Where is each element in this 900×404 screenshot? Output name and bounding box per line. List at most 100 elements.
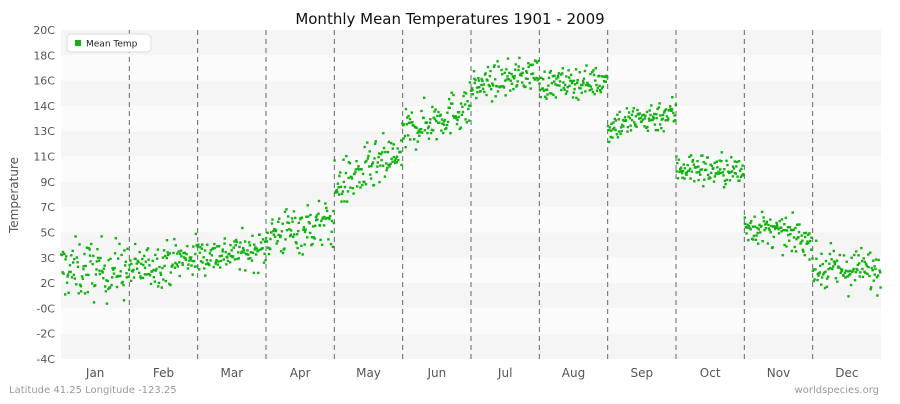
x-tick-label: Jul: [497, 366, 512, 380]
data-point: [416, 131, 419, 135]
data-point: [72, 261, 75, 264]
data-point: [780, 230, 783, 233]
data-point: [188, 256, 192, 259]
data-point: [198, 251, 202, 254]
data-point: [754, 238, 758, 241]
data-point: [279, 235, 282, 239]
data-point: [254, 246, 257, 249]
data-point: [543, 70, 546, 73]
data-point: [552, 93, 555, 96]
data-point: [544, 95, 547, 98]
data-point: [391, 160, 394, 163]
data-point: [828, 262, 831, 265]
data-point: [833, 263, 836, 266]
data-point: [355, 160, 358, 163]
data-point: [874, 258, 878, 261]
data-point: [429, 131, 433, 135]
data-point: [205, 259, 209, 262]
y-tick-label: 2C: [40, 277, 55, 290]
data-point: [336, 190, 339, 194]
data-point: [455, 117, 458, 120]
data-point: [371, 163, 374, 166]
data-point: [96, 256, 100, 260]
data-point: [554, 83, 557, 86]
data-points: [60, 56, 882, 305]
data-point: [860, 246, 863, 250]
data-point: [680, 171, 684, 175]
data-point: [174, 261, 177, 265]
data-point: [243, 251, 246, 254]
data-point: [469, 104, 472, 108]
data-point: [365, 159, 368, 163]
data-point: [155, 257, 159, 260]
data-point: [167, 253, 170, 257]
grid-band: [61, 257, 881, 284]
data-point: [381, 164, 385, 167]
data-point: [138, 271, 141, 274]
data-point: [291, 220, 294, 223]
data-point: [578, 71, 581, 74]
data-point: [340, 192, 344, 196]
data-point: [803, 253, 806, 257]
data-point: [449, 132, 452, 135]
data-point: [677, 158, 680, 161]
data-point: [336, 182, 340, 185]
data-point: [665, 115, 669, 118]
data-point: [74, 235, 77, 238]
data-point: [795, 237, 798, 241]
data-point: [848, 269, 852, 273]
data-point: [246, 249, 249, 252]
data-point: [616, 136, 620, 139]
data-point: [609, 129, 613, 132]
data-point: [226, 259, 230, 263]
data-point: [257, 249, 260, 252]
data-point: [496, 60, 499, 63]
data-point: [203, 249, 207, 252]
data-point: [408, 117, 412, 121]
data-point: [545, 88, 549, 91]
data-point: [550, 81, 554, 85]
data-point: [452, 93, 455, 97]
data-point: [537, 59, 540, 63]
data-point: [479, 90, 482, 93]
data-point: [264, 259, 267, 262]
data-point: [108, 286, 112, 289]
data-point: [380, 158, 383, 162]
data-point: [452, 114, 455, 118]
data-point: [873, 265, 876, 268]
data-point: [354, 171, 357, 174]
data-point: [599, 90, 602, 94]
data-point: [407, 114, 410, 118]
data-point: [735, 160, 739, 164]
data-point: [537, 77, 540, 80]
data-point: [761, 240, 764, 243]
data-point: [324, 202, 327, 205]
data-point: [705, 168, 708, 172]
data-point: [478, 86, 481, 89]
data-point: [791, 229, 794, 232]
data-point: [722, 174, 725, 177]
data-point: [330, 230, 333, 233]
data-point: [700, 168, 704, 171]
data-point: [559, 73, 563, 76]
data-point: [517, 68, 520, 72]
data-point: [253, 243, 256, 246]
data-point: [68, 264, 72, 267]
data-point: [869, 286, 873, 289]
data-point: [834, 277, 838, 280]
data-point: [702, 161, 705, 164]
data-point: [851, 269, 855, 272]
data-point: [240, 250, 243, 253]
data-point: [435, 119, 438, 123]
data-point: [528, 81, 531, 85]
data-point: [101, 271, 104, 274]
y-tick-label: 9C: [40, 176, 55, 189]
data-point: [588, 89, 591, 92]
data-point: [785, 245, 788, 248]
data-point: [143, 254, 146, 258]
data-point: [263, 240, 267, 243]
data-point: [607, 128, 610, 132]
data-point: [157, 281, 161, 285]
data-point: [557, 76, 560, 79]
data-point: [765, 220, 769, 223]
